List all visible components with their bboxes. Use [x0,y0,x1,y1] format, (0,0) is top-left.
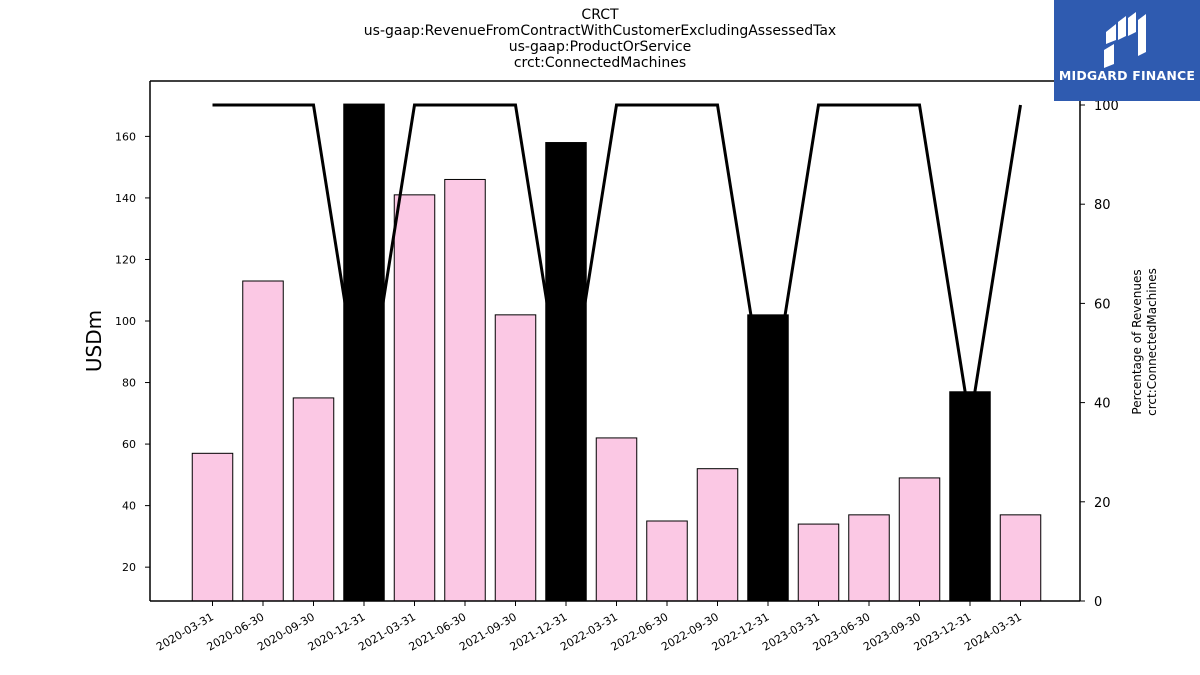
x-tick-label: 2024-03-31 [962,610,1024,653]
bar [898,477,941,602]
bar [444,178,486,602]
bar [646,520,688,602]
bar [343,103,385,602]
chart-title-concept: us-gaap:RevenueFromContractWithCustomerE… [363,23,837,39]
bar [393,194,436,602]
bar [696,468,739,602]
bar [747,314,789,602]
chart-title-ticker: CRCT [581,7,619,23]
chart-title-member: crct:ConnectedMachines [513,55,687,71]
bar [999,514,1042,602]
y-tick-label: 120 [115,253,136,266]
y2-tick-label: 0 [1094,595,1102,610]
y2-axis-label-line2: crct:ConnectedMachines [1145,268,1159,416]
y2-tick-label: 20 [1094,496,1111,511]
y2-tick-label: 40 [1094,397,1111,412]
y-tick-label: 40 [122,500,136,513]
bar [494,314,537,602]
bar [292,397,335,602]
bar [242,280,284,602]
y-tick-label: 140 [115,192,136,205]
bar [848,514,890,602]
logo-mark-icon [1104,12,1146,68]
bar [949,391,991,602]
y2-axis-label-line1: Percentage of Revenues [1130,269,1144,414]
bar [545,142,587,602]
y-tick-label: 60 [122,438,136,451]
y-tick-label: 80 [122,377,136,390]
y-tick-label: 20 [122,561,136,574]
chart-title-axis: us-gaap:ProductOrService [508,39,692,55]
y2-tick-label: 100 [1094,99,1119,114]
percentage-line [212,103,1022,423]
y2-tick-label: 60 [1094,297,1111,312]
y2-tick-label: 80 [1094,198,1111,213]
y-tick-label: 100 [115,315,136,328]
bar [797,523,840,602]
y-axis-label: USDm [82,310,106,372]
y-tick-label: 160 [115,130,136,143]
midgard-finance-logo: MIDGARD FINANCE [1054,0,1200,101]
logo-text: MIDGARD FINANCE [1058,68,1196,83]
bar [595,437,638,602]
bar [191,452,234,602]
